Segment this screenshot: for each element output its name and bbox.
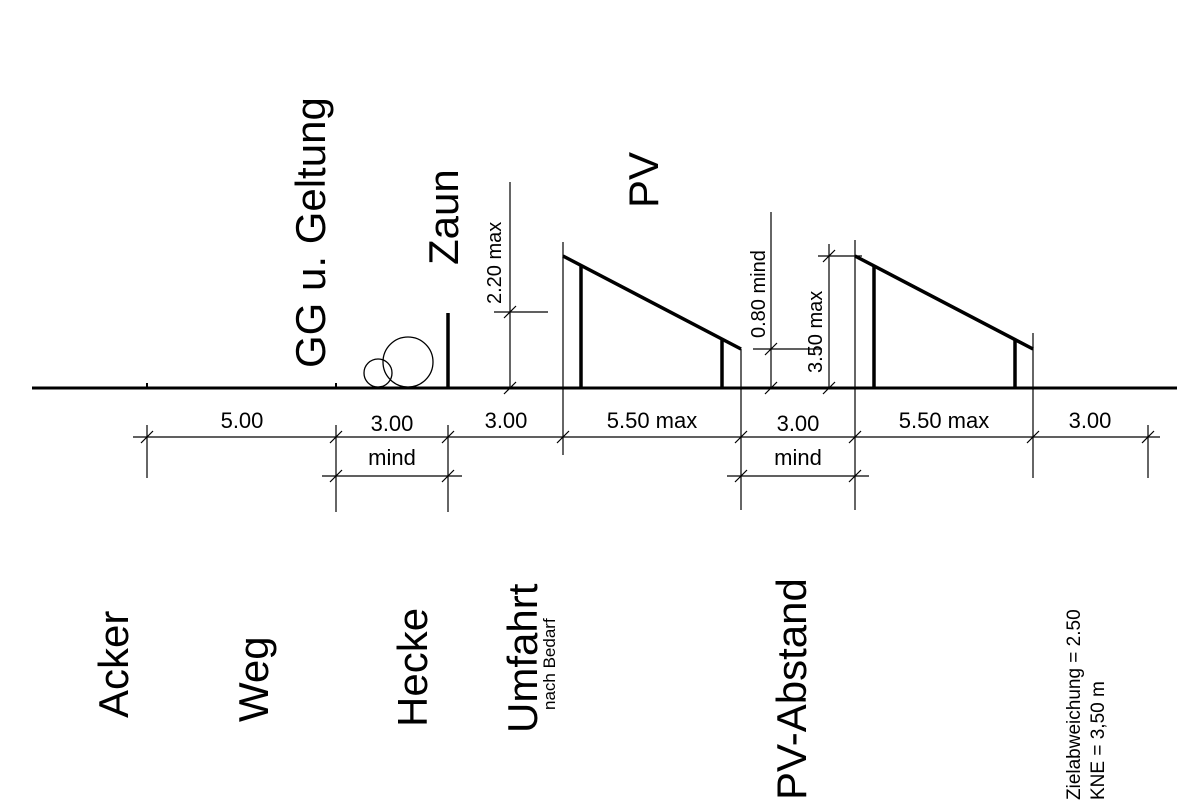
dimension-chain-row-2 — [322, 469, 869, 483]
label-weg: Weg — [230, 636, 277, 722]
hedge-small-circle — [363, 358, 393, 388]
label-zielabweichung: Zielabweichung = 2.50 — [1064, 609, 1085, 800]
dim-weg: 5.00 — [221, 408, 264, 433]
label-umfahrt-note: nach Bedarf — [540, 618, 559, 710]
label-acker: Acker — [90, 611, 137, 718]
dim-pv1: 5.50 max — [607, 408, 698, 433]
label-zaun: Zaun — [420, 169, 467, 265]
dim-gap-unit: mind — [774, 445, 822, 470]
gap-height-dimension — [753, 212, 822, 395]
pv-table-1 — [562, 242, 742, 510]
label-kne: KNE = 3,50 m — [1088, 681, 1109, 800]
dim-umfahrt: 3.00 — [485, 408, 528, 433]
dim-hecke-value: 3.00 — [371, 411, 414, 436]
label-gap-height: 0.80 mind — [748, 250, 770, 338]
fence-height-dimension — [494, 182, 548, 395]
label-fence-height: 2.20 max — [484, 222, 506, 304]
pv-height-dimension — [818, 244, 862, 395]
label-hecke: Hecke — [389, 608, 436, 727]
dimension-chain-row-1 — [133, 425, 1160, 512]
hedge-large-circle — [382, 336, 434, 388]
dim-hecke-unit: mind — [368, 445, 416, 470]
label-pv: PV — [620, 152, 667, 208]
pv-table-2 — [854, 240, 1034, 510]
dim-gap-value: 3.00 — [777, 411, 820, 436]
label-pv-abstand: PV-Abstand — [768, 578, 815, 800]
dim-end: 3.00 — [1069, 408, 1112, 433]
label-pv-height: 3.50 max — [805, 291, 827, 373]
label-umfahrt: Umfahrt — [499, 583, 546, 733]
label-gg-geltung: GG u. Geltung — [287, 97, 334, 368]
dim-pv2: 5.50 max — [899, 408, 990, 433]
